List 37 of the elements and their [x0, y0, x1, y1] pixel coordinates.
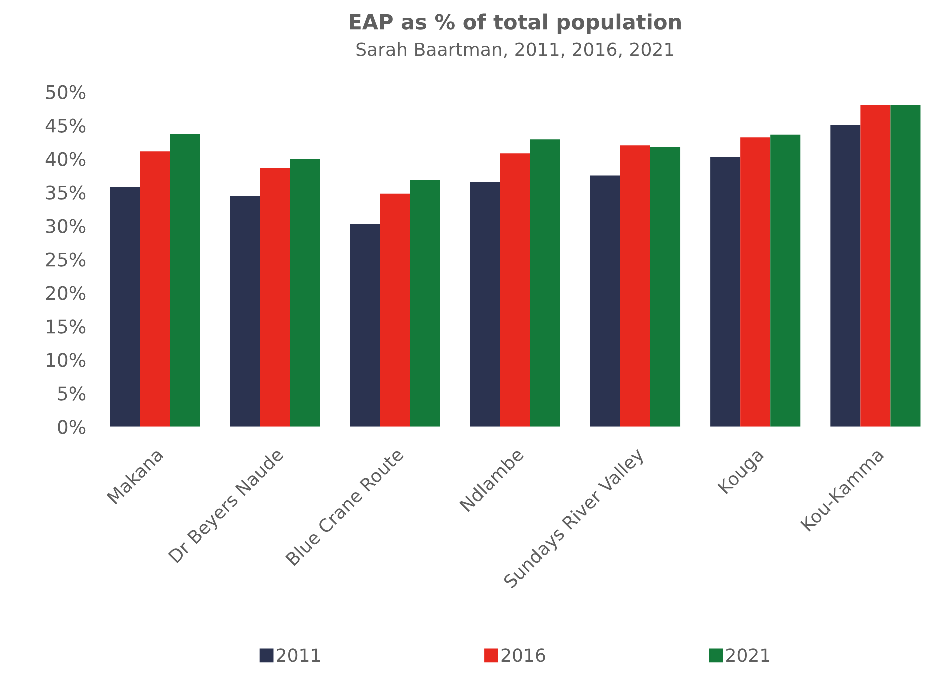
y-tick-label: 15%	[47, 320, 86, 334]
bar	[830, 126, 861, 427]
bar	[710, 157, 741, 427]
bar	[770, 134, 801, 427]
bar	[410, 180, 440, 427]
legend-label: 2011	[277, 648, 320, 662]
y-tick-label: 40%	[46, 152, 86, 166]
y-tick-label: 25%	[46, 252, 86, 267]
bar	[290, 159, 320, 427]
bar	[650, 146, 681, 427]
y-tick-label: 0%	[58, 420, 86, 434]
bar	[230, 196, 260, 427]
y-tick-label: 30%	[46, 219, 86, 234]
bar	[110, 187, 140, 427]
y-tick-label: 35%	[46, 186, 86, 200]
chart-subtitle: Sarah Baartman, 2011, 2016, 2021	[356, 42, 674, 58]
chart-title: EAP as % of total population	[350, 14, 681, 34]
bar	[140, 152, 170, 427]
y-tick-label: 45%	[46, 118, 86, 133]
y-tick-label: 10%	[47, 353, 86, 368]
legend-label: 2021	[726, 648, 770, 662]
bar	[500, 154, 530, 427]
y-tick-label: 5%	[58, 386, 86, 401]
y-tick-label: 20%	[46, 286, 86, 300]
bar	[860, 105, 891, 427]
legend-label: 2016	[502, 648, 546, 662]
bar	[620, 146, 650, 427]
y-tick-label: 50%	[46, 85, 86, 100]
bar	[890, 105, 921, 427]
bar	[590, 176, 620, 427]
bar	[470, 182, 500, 427]
bar	[530, 140, 560, 427]
bar	[260, 168, 290, 427]
bar	[380, 194, 410, 427]
bar	[740, 138, 771, 427]
bar	[350, 224, 380, 427]
bar	[170, 134, 200, 427]
